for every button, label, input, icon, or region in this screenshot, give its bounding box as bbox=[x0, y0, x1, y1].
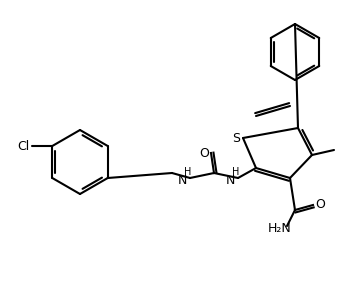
Text: H₂N: H₂N bbox=[268, 222, 292, 235]
Text: H: H bbox=[184, 167, 192, 177]
Text: Cl: Cl bbox=[17, 139, 29, 153]
Text: O: O bbox=[315, 199, 325, 212]
Text: O: O bbox=[199, 147, 209, 160]
Text: S: S bbox=[232, 131, 240, 145]
Text: N: N bbox=[177, 174, 187, 187]
Text: N: N bbox=[225, 174, 235, 187]
Text: H: H bbox=[232, 167, 240, 177]
